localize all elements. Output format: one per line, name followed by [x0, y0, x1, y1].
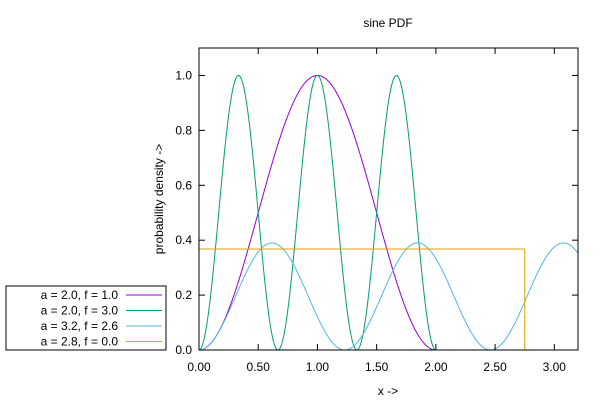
- x-tick-label: 1.50: [365, 360, 389, 374]
- series-layer: [198, 74, 579, 351]
- series-line: [198, 242, 579, 351]
- x-tick-label: 2.50: [483, 360, 507, 374]
- series-line: [198, 74, 436, 351]
- legend-label: a = 2.8, f = 0.0: [41, 335, 119, 349]
- y-tick-label: 0.4: [175, 233, 192, 247]
- chart-title: sine PDF: [363, 16, 412, 30]
- x-tick-label: 1.00: [306, 360, 330, 374]
- x-tick-label: 2.00: [424, 360, 448, 374]
- x-tick-label: 3.00: [543, 360, 567, 374]
- legend-label: a = 2.0, f = 3.0: [41, 304, 119, 318]
- legend-label: a = 2.0, f = 1.0: [41, 288, 119, 302]
- legend-label: a = 3.2, f = 2.6: [41, 319, 119, 333]
- series-line: [198, 74, 436, 351]
- x-tick-label: 0.50: [247, 360, 271, 374]
- x-axis-label: x ->: [378, 384, 398, 398]
- y-tick-label: 0.2: [175, 288, 192, 302]
- y-tick-label: 0.8: [175, 123, 192, 137]
- legend-box: [5, 285, 167, 351]
- legend: a = 2.0, f = 1.0 a = 2.0, f = 3.0a = 3.2,…: [5, 285, 167, 351]
- y-tick-label: 1.0: [175, 68, 192, 82]
- plot-frame: [198, 47, 579, 351]
- ticks-layer: 0.00 0.50 1.00 1.50 2.00 2.50 3.00 0.0 0.2 0.4 0.6…: [175, 48, 578, 374]
- y-tick-label: 0.6: [175, 178, 192, 192]
- y-tick-label: 0.0: [175, 343, 192, 357]
- x-tick-label: 0.00: [187, 360, 211, 374]
- series-line: [199, 248, 526, 350]
- y-axis-label: probability density ->: [152, 144, 166, 254]
